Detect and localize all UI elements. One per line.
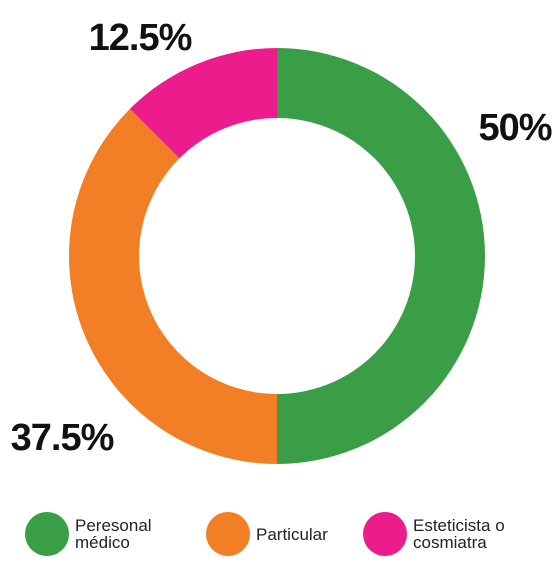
donut-slice [68, 108, 277, 465]
donut-slice [129, 48, 277, 159]
legend-label: Peresonal médico [75, 516, 152, 552]
legend-swatch [363, 512, 407, 556]
value-label: 50% [478, 107, 551, 149]
legend-swatch [206, 512, 250, 556]
value-label: 12.5% [89, 17, 192, 59]
legend-label: Particular [256, 524, 328, 544]
legend-item: Esteticista o cosmiatra [363, 512, 523, 556]
donut-slice [277, 48, 485, 464]
value-label: 37.5% [11, 417, 114, 459]
legend-item: Particular [206, 512, 356, 556]
legend-label: Esteticista o cosmiatra [413, 516, 505, 552]
legend-swatch [25, 512, 69, 556]
legend-item: Peresonal médico [25, 512, 170, 556]
chart: 50% 37.5% 12.5% [11, 17, 553, 465]
